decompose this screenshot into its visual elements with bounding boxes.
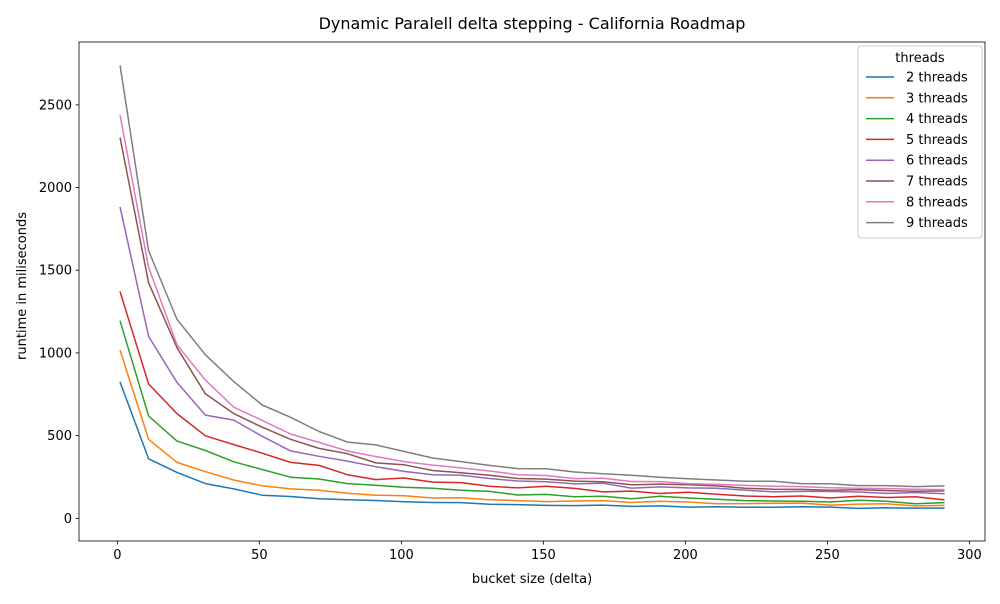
x-tick-label: 0 <box>113 548 121 563</box>
series-line-6 <box>119 137 945 492</box>
legend-label-6: 7 threads <box>906 175 968 190</box>
legend-label-4: 5 threads <box>906 133 968 148</box>
legend-items: 2 threads 3 threads 4 threads 5 threads 6 th… <box>866 71 968 231</box>
legend-label-1: 2 threads <box>906 71 968 86</box>
x-tick-label: 300 <box>957 548 982 563</box>
x-tick-label: 150 <box>531 548 556 563</box>
chart-title: Dynamic Paralell delta stepping - Califo… <box>319 14 746 33</box>
series-layer <box>119 65 945 510</box>
axes-layer: 0 50 100 150 200 250 300 0 500 1000 1500 2000 2500 <box>39 41 986 563</box>
series-line-3 <box>119 320 945 505</box>
x-axis-label: bucket size (delta) <box>472 572 592 587</box>
legend-label-8: 9 threads <box>906 216 968 231</box>
x-tick-label: 200 <box>673 548 698 563</box>
legend-label-7: 8 threads <box>906 195 968 210</box>
legend-title: threads <box>895 51 945 66</box>
series-line-2 <box>119 349 945 507</box>
series-line-5 <box>119 206 945 495</box>
plot-frame <box>78 41 986 542</box>
y-tick-label: 2500 <box>39 98 72 113</box>
legend-label-3: 4 threads <box>906 112 968 127</box>
x-tick-label: 250 <box>815 548 840 563</box>
legend: threads 2 threads 3 threads 4 threads 5 thr… <box>857 45 983 239</box>
y-tick-label: 0 <box>64 512 72 527</box>
series-line-1 <box>119 381 945 510</box>
legend-label-5: 6 threads <box>906 154 968 169</box>
legend-label-2: 3 threads <box>906 91 968 106</box>
y-tick-label: 1000 <box>39 346 72 361</box>
y-tick-label: 2000 <box>39 181 72 196</box>
y-axis-label: runtime in miliseconds <box>15 212 30 360</box>
series-line-7 <box>119 114 945 491</box>
series-line-4 <box>119 291 945 501</box>
x-tick-label: 100 <box>389 548 414 563</box>
y-tick-label: 500 <box>47 429 72 444</box>
y-tick-label: 1500 <box>39 264 72 279</box>
series-line-8 <box>119 65 945 488</box>
legend-box <box>857 45 983 239</box>
x-tick-label: 50 <box>251 548 268 563</box>
